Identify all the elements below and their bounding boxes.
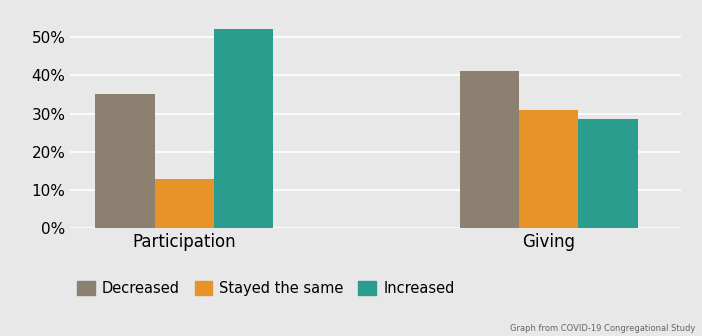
Bar [154, 179, 214, 228]
Bar [214, 29, 273, 228]
Text: Graph from COVID-19 Congregational Study: Graph from COVID-19 Congregational Study [510, 324, 695, 333]
Bar [519, 110, 578, 228]
Bar [460, 71, 519, 228]
Bar [95, 94, 154, 228]
Bar [578, 119, 637, 228]
Legend: Decreased, Stayed the same, Increased: Decreased, Stayed the same, Increased [72, 275, 461, 302]
